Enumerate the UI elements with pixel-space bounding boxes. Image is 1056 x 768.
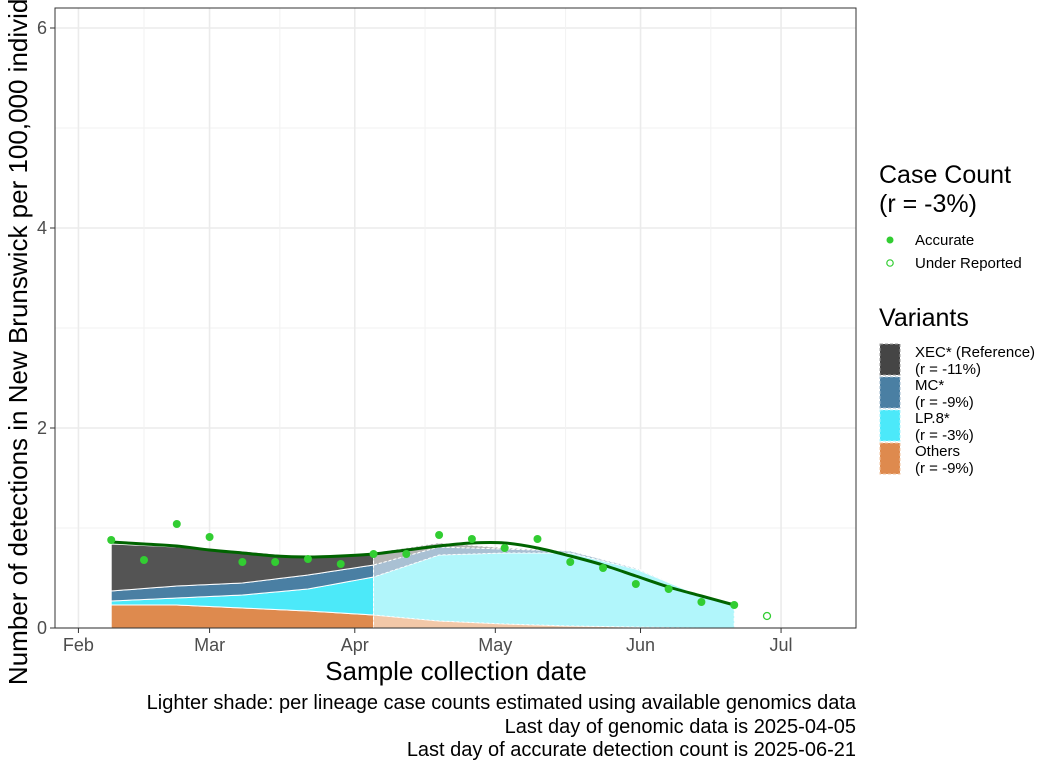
legend-others-swatch xyxy=(879,442,901,475)
legend-lp8-label: LP.8* xyxy=(915,410,950,427)
legend-mc-r: (r = -9%) xyxy=(915,394,974,411)
legend-others-label: Others xyxy=(915,443,960,460)
caption-genomic-cutoff: Last day of genomic data is 2025-04-05 xyxy=(505,716,856,738)
point-accurate xyxy=(238,558,247,566)
legend-xec-label: XEC* (Reference) xyxy=(915,344,1035,361)
point-accurate xyxy=(599,564,608,572)
plot-panel xyxy=(54,7,857,629)
x-tick-label: Feb xyxy=(63,635,94,655)
legend-mc-label: MC* xyxy=(915,377,944,394)
legend-case-subtitle: (r = -3%) xyxy=(879,190,977,218)
legend-case-title: Case Count xyxy=(879,161,1011,189)
caption-accurate-cutoff: Last day of accurate detection count is … xyxy=(407,739,856,761)
point-accurate xyxy=(697,598,706,606)
legend-under-reported-marker xyxy=(886,259,894,267)
caption-lighter-shade: Lighter shade: per lineage case counts e… xyxy=(147,692,857,714)
legend-accurate-marker xyxy=(886,236,894,244)
x-tick-label: Jun xyxy=(626,635,655,655)
point-accurate xyxy=(664,585,673,593)
point-under-reported xyxy=(762,611,772,621)
legend-others-r: (r = -9%) xyxy=(915,460,974,477)
legend-xec-r: (r = -11%) xyxy=(915,361,981,378)
point-accurate xyxy=(533,535,542,543)
panel-border xyxy=(54,7,857,629)
x-tick-label: Jul xyxy=(770,635,793,655)
legend-lp8-swatch xyxy=(879,409,901,442)
x-axis-title: Sample collection date xyxy=(325,656,587,686)
point-accurate xyxy=(172,520,181,528)
legend-under-reported-label: Under Reported xyxy=(915,255,1022,272)
point-accurate xyxy=(631,580,640,588)
point-accurate xyxy=(566,558,575,566)
panel-background xyxy=(55,8,856,628)
x-tick-label: May xyxy=(478,635,512,655)
y-tick-label: 0 xyxy=(37,618,47,638)
point-accurate xyxy=(467,535,476,543)
captions: Lighter shade: per lineage case counts e… xyxy=(147,692,857,761)
x-tick-label: Apr xyxy=(341,635,369,655)
y-axis: 0 2 4 6 xyxy=(37,18,55,638)
point-accurate xyxy=(107,536,116,544)
point-accurate xyxy=(205,533,214,541)
legend-xec-swatch xyxy=(879,343,901,376)
legend-mc-swatch xyxy=(879,376,901,409)
x-axis: Feb Mar Apr May Jun Jul xyxy=(63,628,793,655)
legend-variants: Variants XEC* (Reference) (r = -11%) MC*… xyxy=(879,304,1035,477)
y-tick-label: 4 xyxy=(37,218,47,238)
point-accurate xyxy=(402,550,411,558)
legend-accurate-label: Accurate xyxy=(915,232,974,249)
legend-case-count: Case Count (r = -3%) Accurate Under Repo… xyxy=(879,161,1022,272)
point-accurate xyxy=(500,544,509,552)
legend-variants-title: Variants xyxy=(879,304,969,332)
legend-lp8-r: (r = -3%) xyxy=(915,427,974,444)
point-accurate xyxy=(303,555,312,563)
trend-line xyxy=(111,540,735,607)
y-tick-label: 2 xyxy=(37,418,47,438)
point-accurate xyxy=(271,558,280,566)
y-axis-title: Number of detections in New Brunswick pe… xyxy=(3,0,33,685)
point-accurate xyxy=(435,531,444,539)
x-tick-label: Mar xyxy=(194,635,225,655)
point-accurate xyxy=(336,560,345,568)
y-tick-label: 6 xyxy=(37,18,47,38)
point-accurate xyxy=(730,601,739,609)
point-accurate xyxy=(369,550,378,558)
point-accurate xyxy=(140,556,148,564)
